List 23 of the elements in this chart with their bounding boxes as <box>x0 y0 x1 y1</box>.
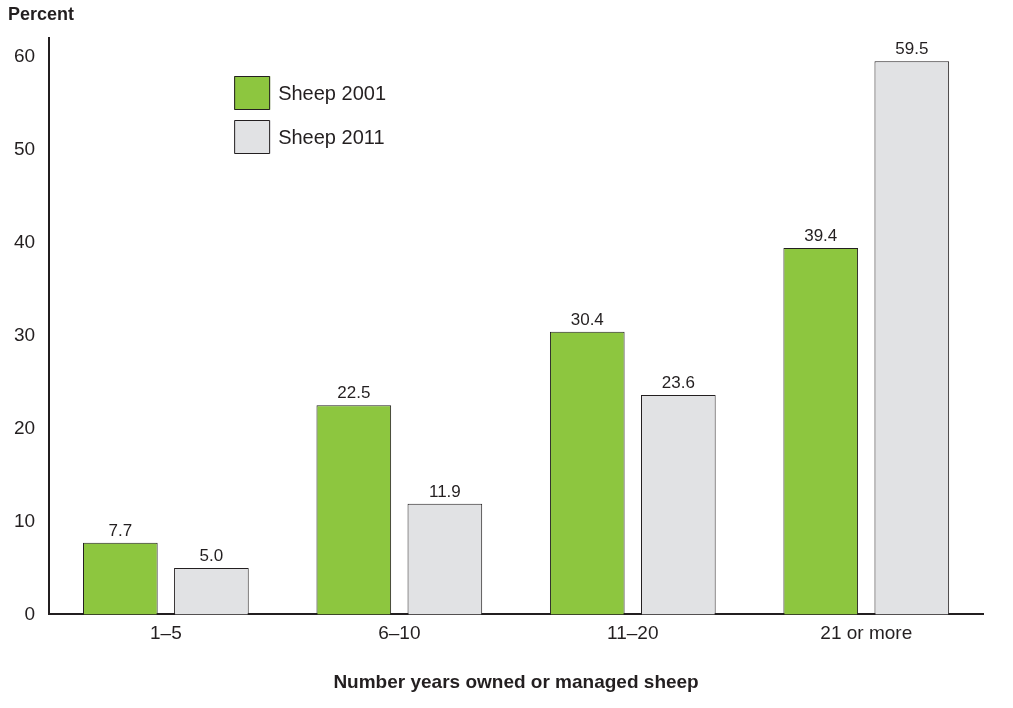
y-tick-label: 20 <box>13 416 36 438</box>
data-label: 59.5 <box>895 39 929 59</box>
y-tick-label: 40 <box>13 230 36 252</box>
y-tick-label: 60 <box>13 44 36 66</box>
data-label: 30.4 <box>570 309 604 329</box>
x-tick-label: 21 or more <box>820 622 913 644</box>
x-tick-label: 6–10 <box>378 622 421 644</box>
y-axis-title: Percent <box>8 3 75 24</box>
legend-label: Sheep 2001 <box>278 81 387 104</box>
data-label: 23.6 <box>661 373 695 393</box>
y-tick-label: 0 <box>24 602 36 624</box>
y-tick-label: 10 <box>13 509 36 531</box>
y-tick-label: 50 <box>13 137 36 159</box>
x-tick-label: 1–5 <box>150 622 182 644</box>
x-axis-title: Number years owned or managed sheep <box>333 670 699 692</box>
data-label: 11.9 <box>428 481 461 501</box>
legend-label: Sheep 2011 <box>278 125 385 148</box>
data-label: 39.4 <box>804 226 838 246</box>
y-tick-label: 30 <box>13 323 36 345</box>
data-label: 22.5 <box>337 383 371 403</box>
data-label: 7.7 <box>108 521 133 540</box>
data-label: 5.0 <box>199 546 224 566</box>
x-tick-label: 11–20 <box>607 622 659 644</box>
